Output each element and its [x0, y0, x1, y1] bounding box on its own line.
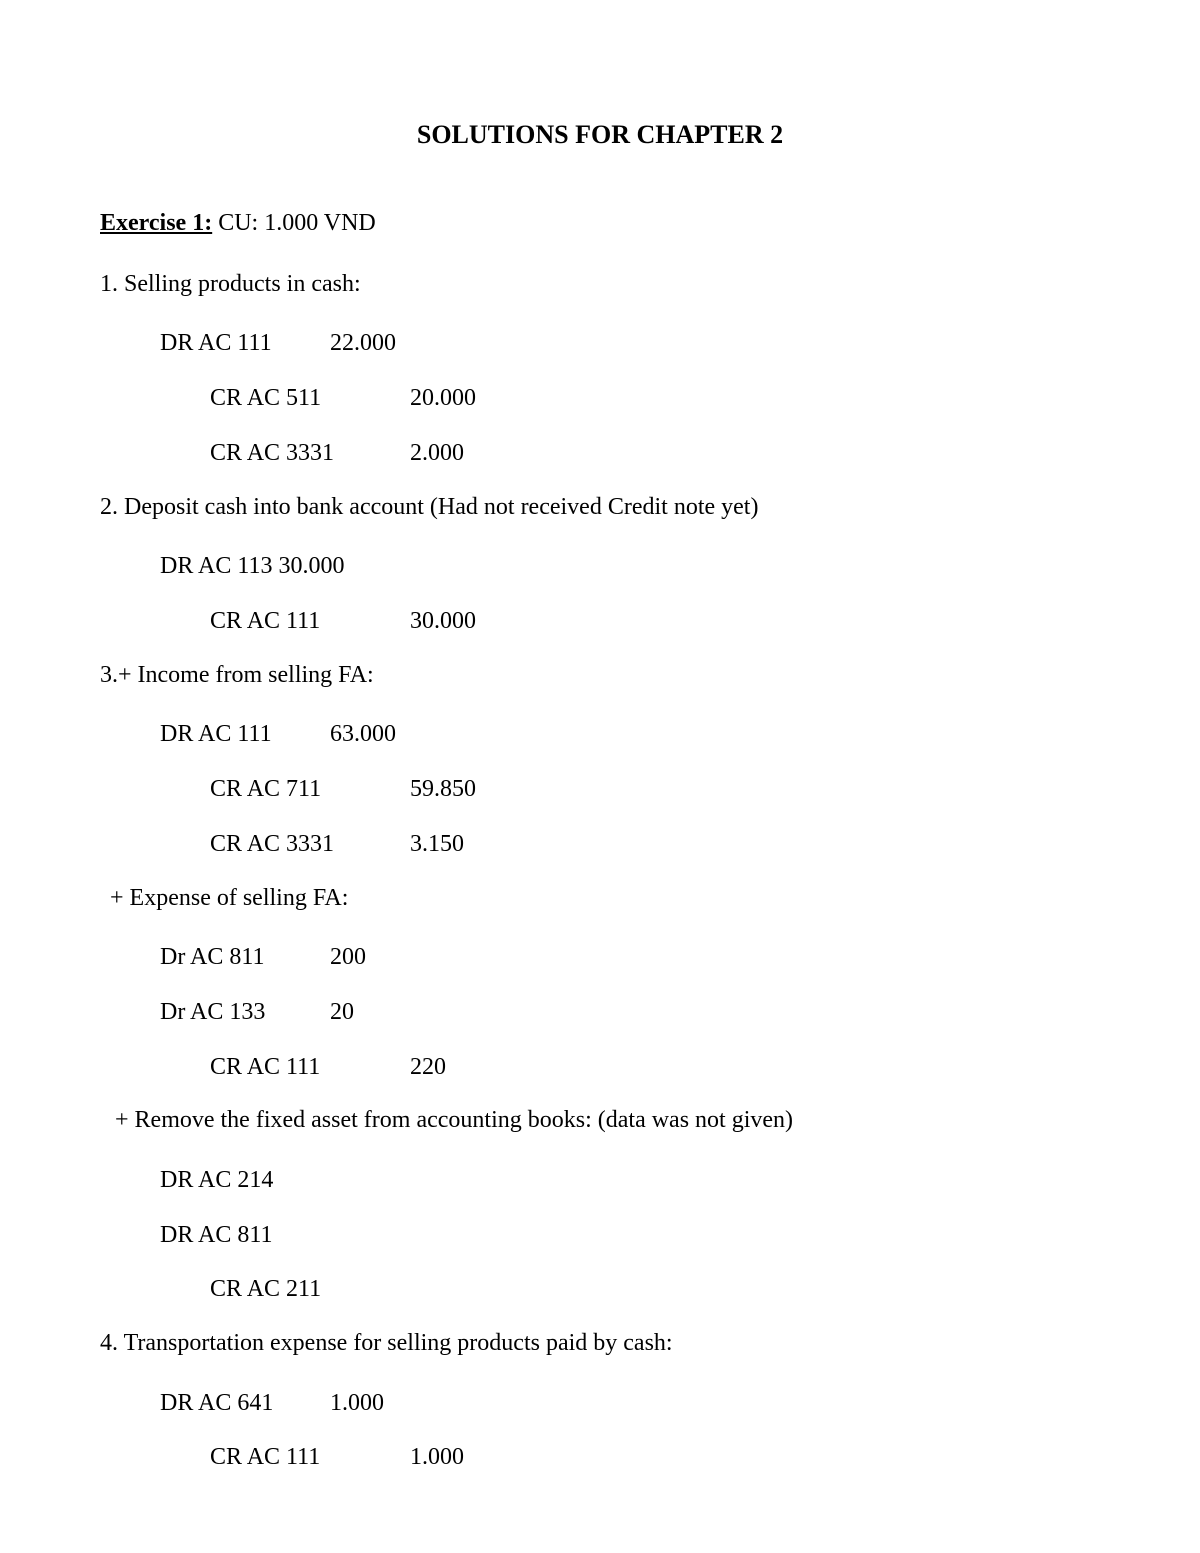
amount-value: 59.850 [410, 769, 530, 810]
item-3-heading: 3.+ Income from selling FA: [100, 656, 1100, 694]
journal-entry-row: DR AC 11122.000 [100, 323, 1100, 364]
journal-entry-row: DR AC 11163.000 [100, 714, 1100, 755]
item-3-sub1-entries: Dr AC 811200Dr AC 13320CR AC 111220 [100, 937, 1100, 1087]
journal-entry-row: DR AC 811 [100, 1215, 1100, 1256]
journal-entry-row: CR AC 11130.000 [100, 601, 1100, 642]
item-4-entries: DR AC 6411.000CR AC 1111.000 [100, 1383, 1100, 1479]
amount-value: 63.000 [330, 714, 450, 755]
account-label: CR AC 111 [210, 1047, 410, 1088]
account-label: CR AC 711 [210, 769, 410, 810]
account-label: DR AC 641 [160, 1383, 330, 1424]
item-1-entries: DR AC 11122.000CR AC 51120.000CR AC 3331… [100, 323, 1100, 473]
journal-entry-row: CR AC 33312.000 [100, 433, 1100, 474]
account-label: CR AC 111 [210, 601, 410, 642]
account-label: Dr AC 133 [160, 992, 330, 1033]
item-3-entries: DR AC 11163.000CR AC 71159.850CR AC 3331… [100, 714, 1100, 864]
journal-entry-row: CR AC 33313.150 [100, 824, 1100, 865]
account-label: Dr AC 811 [160, 937, 330, 978]
item-4-heading: 4. Transportation expense for selling pr… [100, 1324, 1100, 1362]
journal-entry-row: CR AC 51120.000 [100, 378, 1100, 419]
item-3-sub2-heading: + Remove the fixed asset from accounting… [100, 1101, 1100, 1139]
journal-entry-row: CR AC 71159.850 [100, 769, 1100, 810]
account-label: DR AC 214 [160, 1160, 273, 1201]
exercise-cu: CU: 1.000 VND [212, 210, 376, 236]
journal-entry-row: CR AC 1111.000 [100, 1437, 1100, 1478]
account-label: DR AC 811 [160, 1215, 272, 1256]
account-label: CR AC 111 [210, 1437, 410, 1478]
journal-entry-row: DR AC 214 [100, 1160, 1100, 1201]
item-3-sub1-heading: + Expense of selling FA: [100, 879, 1100, 917]
amount-value: 1.000 [410, 1437, 530, 1478]
amount-value: 200 [330, 937, 450, 978]
journal-entry-row: DR AC 113 30.000 [100, 546, 1100, 587]
item-1-heading: 1. Selling products in cash: [100, 265, 1100, 303]
item-2-entries: DR AC 113 30.000 CR AC 11130.000 [100, 546, 1100, 642]
exercise-label: Exercise 1: [100, 210, 212, 236]
amount-value: 20 [330, 992, 450, 1033]
journal-entry-row: Dr AC 811200 [100, 937, 1100, 978]
amount-value: 20.000 [410, 378, 530, 419]
exercise-header: Exercise 1: CU: 1.000 VND [100, 210, 1100, 237]
amount-value: 2.000 [410, 433, 530, 474]
journal-entry-row: DR AC 6411.000 [100, 1383, 1100, 1424]
account-label: CR AC 3331 [210, 824, 410, 865]
amount-value: 1.000 [330, 1383, 450, 1424]
account-label: DR AC 111 [160, 323, 330, 364]
account-label: CR AC 511 [210, 378, 410, 419]
account-label: DR AC 113 30.000 [160, 546, 344, 587]
amount-value: 3.150 [410, 824, 530, 865]
document-title: SOLUTIONS FOR CHAPTER 2 [100, 120, 1100, 150]
account-label: DR AC 111 [160, 714, 330, 755]
item-3-sub2-entries: DR AC 214 DR AC 811 CR AC 211 [100, 1160, 1100, 1310]
journal-entry-row: Dr AC 13320 [100, 992, 1100, 1033]
item-2-heading: 2. Deposit cash into bank account (Had n… [100, 488, 1100, 526]
account-label: CR AC 211 [210, 1269, 321, 1310]
journal-entry-row: CR AC 211 [100, 1269, 1100, 1310]
amount-value: 22.000 [330, 323, 450, 364]
amount-value: 30.000 [410, 601, 530, 642]
amount-value: 220 [410, 1047, 530, 1088]
journal-entry-row: CR AC 111220 [100, 1047, 1100, 1088]
account-label: CR AC 3331 [210, 433, 410, 474]
